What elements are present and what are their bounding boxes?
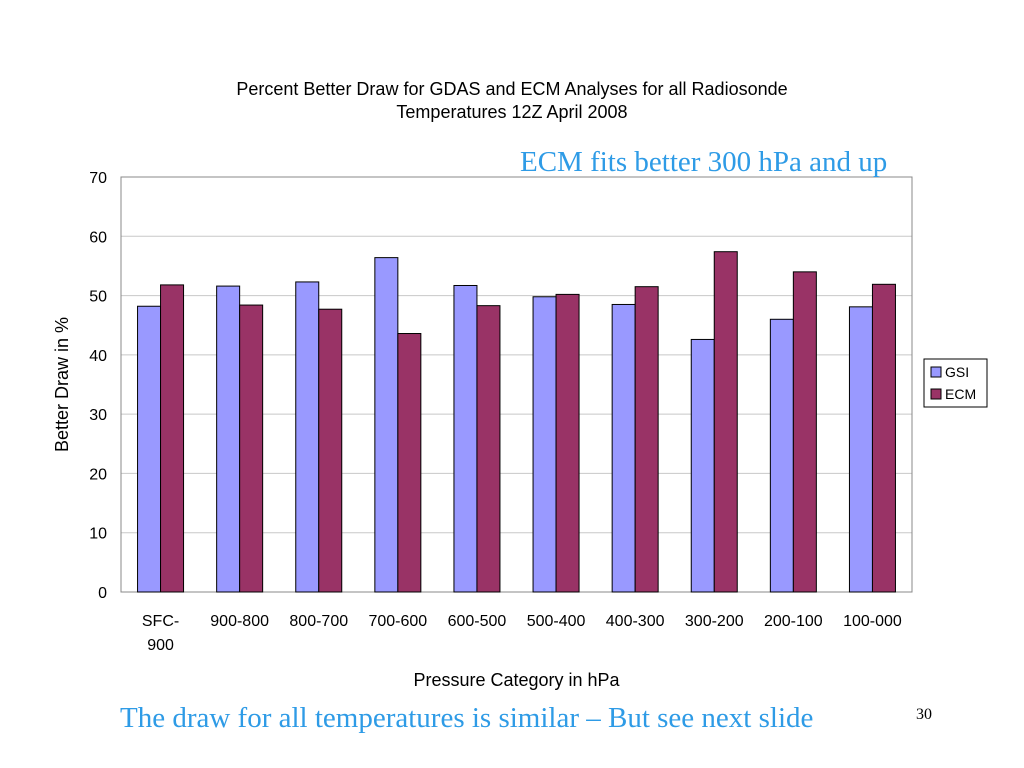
slide-number: 30: [916, 706, 932, 723]
y-axis-title: Better Draw in %: [52, 317, 72, 452]
bar-ecm: [160, 284, 185, 593]
x-tick-label: 800-700: [289, 613, 348, 630]
legend-swatch-gsi: [930, 366, 942, 378]
bar-gsi: [848, 306, 873, 593]
bar-ecm: [713, 251, 738, 593]
bar-ecm: [239, 304, 264, 593]
bar-gsi: [769, 318, 794, 593]
bar-ecm: [476, 305, 501, 593]
bar-ecm: [318, 308, 343, 593]
chart-title-line-2: Temperatures 12Z April 2008: [396, 102, 628, 122]
x-tick-label: 600-500: [448, 613, 507, 630]
y-tick-label: 30: [89, 407, 107, 424]
legend-swatch-ecm: [930, 388, 942, 400]
x-tick-label: 500-400: [527, 613, 586, 630]
bar-gsi: [137, 305, 162, 593]
y-tick-label: 0: [98, 585, 107, 602]
x-tick-label: 700-600: [368, 613, 427, 630]
bar-gsi: [611, 303, 636, 593]
y-tick-label: 70: [89, 170, 107, 187]
bar-ecm: [555, 293, 580, 593]
bar-gsi: [532, 296, 557, 593]
bar-gsi: [453, 284, 478, 593]
bar-ecm: [634, 286, 659, 593]
y-tick-label: 50: [89, 289, 107, 306]
bar-gsi: [295, 281, 320, 593]
bar-gsi: [216, 285, 241, 593]
chart-title: Percent Better Draw for GDAS and ECM Ana…: [112, 78, 912, 124]
callout-bottom: The draw for all temperatures is similar…: [120, 702, 814, 734]
y-tick-label: 10: [89, 526, 107, 543]
y-tick-label: 60: [89, 229, 107, 246]
bar-gsi: [690, 338, 715, 593]
bar-gsi: [374, 257, 399, 593]
x-tick-label: 400-300: [606, 613, 665, 630]
x-axis-title: Pressure Category in hPa: [413, 670, 620, 690]
bar-ecm: [792, 271, 817, 593]
callout-top: ECM fits better 300 hPa and up: [520, 146, 888, 178]
x-tick-label: 200-100: [764, 613, 823, 630]
x-tick-label: 100-000: [843, 613, 902, 630]
legend-label-gsi: GSI: [945, 364, 969, 380]
bar-ecm: [871, 283, 896, 593]
x-tick-label: SFC-: [142, 613, 179, 630]
x-tick-label: 900: [147, 637, 174, 654]
plot-area: [120, 176, 913, 593]
y-tick-label: 40: [89, 348, 107, 365]
x-tick-label: 300-200: [685, 613, 744, 630]
bar-ecm: [397, 333, 422, 593]
x-tick-label: 900-800: [210, 613, 269, 630]
legend-label-ecm: ECM: [945, 386, 976, 402]
y-tick-label: 20: [89, 466, 107, 483]
chart-title-line-1: Percent Better Draw for GDAS and ECM Ana…: [236, 79, 788, 99]
